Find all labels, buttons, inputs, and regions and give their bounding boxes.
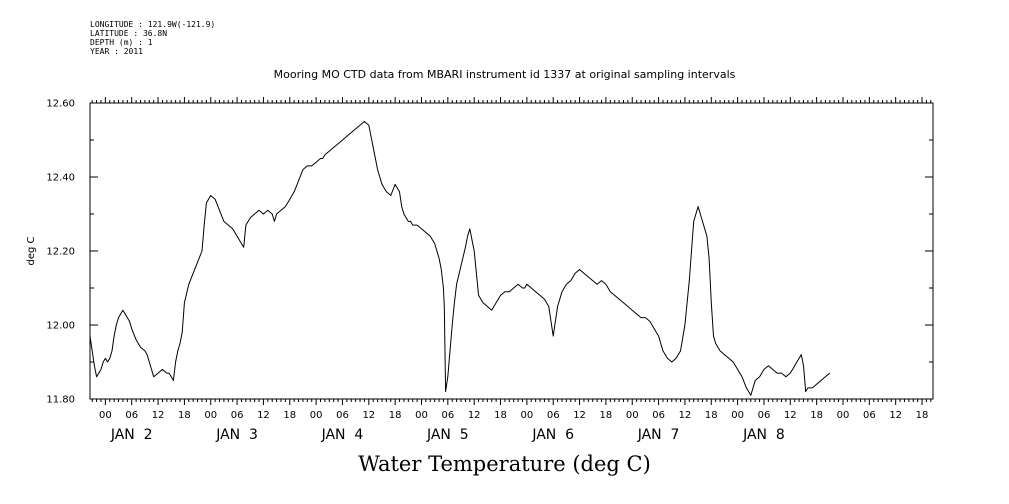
x-tick-label: 00 (626, 410, 639, 421)
axes-layer (89, 97, 934, 405)
y-axis-label: deg C (26, 236, 37, 265)
x-tick-label: 12 (468, 410, 481, 421)
x-tick-label: 18 (916, 410, 929, 421)
x-tick-label: 00 (837, 410, 850, 421)
x-tick-label: 06 (125, 410, 138, 421)
y-tick-label: 12.60 (46, 99, 75, 110)
x-day-label: JAN 3 (215, 427, 258, 443)
x-tick-label: 18 (810, 410, 823, 421)
x-day-label: JAN 8 (742, 427, 785, 443)
x-tick-label: 12 (152, 410, 165, 421)
x-tick-label: 06 (441, 410, 454, 421)
x-day-label: JAN 4 (321, 427, 364, 443)
labels-layer: 11.80 12.00 12.20 12.40 12.60 00 06 12 18 00 06 12 1… (26, 99, 928, 444)
x-tick-label: 18 (283, 410, 296, 421)
y-tick-label: 12.20 (46, 247, 75, 258)
x-tick-label: 18 (389, 410, 402, 421)
x-day-label: JAN 2 (110, 427, 153, 443)
x-tick-label: 12 (573, 410, 586, 421)
x-day-label: JAN 7 (637, 427, 680, 443)
x-tick-label: 00 (310, 410, 323, 421)
x-tick-label: 06 (652, 410, 665, 421)
y-tick-label: 12.40 (46, 173, 75, 184)
latitude-label: LATITUDE : 36.8N (90, 29, 168, 38)
x-tick-label: 00 (731, 410, 744, 421)
x-tick-label: 00 (204, 410, 217, 421)
y-tick-label: 11.80 (46, 395, 75, 406)
bottom-title: Water Temperature (deg C) (358, 452, 651, 476)
x-tick-label: 18 (178, 410, 191, 421)
x-tick-label: 12 (362, 410, 375, 421)
x-tick-label: 00 (415, 410, 428, 421)
x-tick-label: 00 (521, 410, 534, 421)
x-day-label: JAN 6 (531, 427, 574, 443)
x-tick-label: 06 (336, 410, 349, 421)
x-tick-label: 06 (547, 410, 560, 421)
x-tick-label: 18 (705, 410, 718, 421)
x-tick-label: 12 (679, 410, 692, 421)
chart-title: Mooring MO CTD data from MBARI instrumen… (273, 68, 736, 81)
x-tick-label: 18 (494, 410, 507, 421)
x-tick-label: 06 (758, 410, 771, 421)
plot-frame (89, 102, 934, 400)
x-tick-label: 00 (99, 410, 112, 421)
x-tick-label: 06 (231, 410, 244, 421)
location-metadata: LONGITUDE : 121.9W(-121.9) LATITUDE : 36… (90, 20, 215, 56)
depth-label: DEPTH (m) : 1 (90, 38, 153, 47)
series-line (89, 121, 831, 396)
longitude-label: LONGITUDE : 121.9W(-121.9) (90, 20, 216, 29)
series-layer (89, 121, 831, 396)
x-tick-label: 12 (784, 410, 797, 421)
x-tick-label: 12 (889, 410, 902, 421)
x-tick-label: 18 (600, 410, 613, 421)
x-tick-label: 06 (863, 410, 876, 421)
x-tick-label: 12 (257, 410, 270, 421)
y-tick-label: 12.00 (46, 321, 75, 332)
year-label: YEAR : 2011 (90, 47, 143, 56)
x-day-label: JAN 5 (426, 427, 469, 443)
